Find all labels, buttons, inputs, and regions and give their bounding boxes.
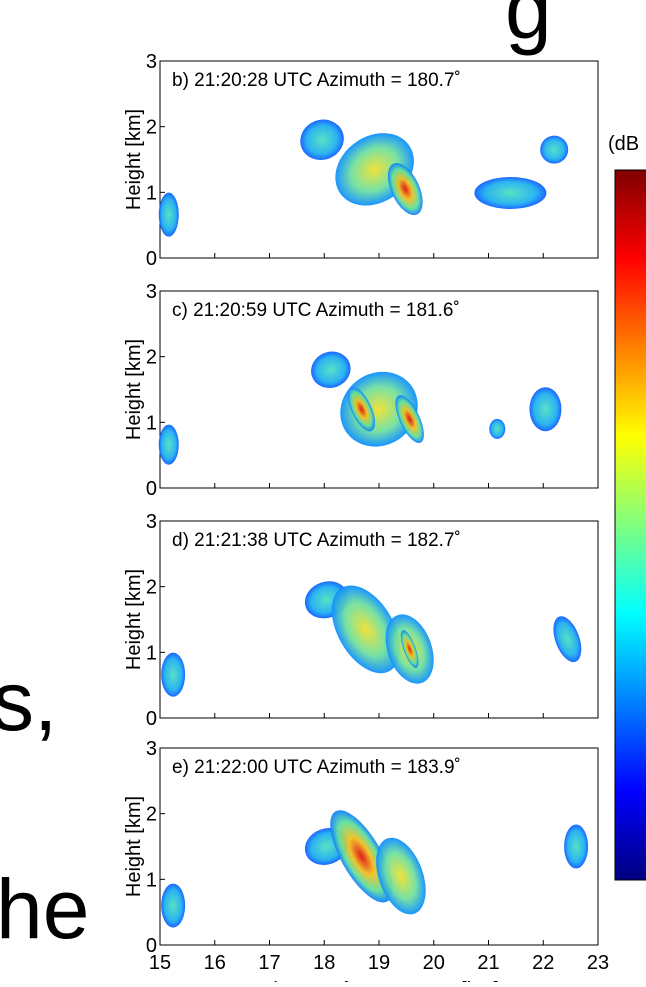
panel-title: d) 21:21:38 UTC Azimuth = 182.7˚ — [172, 530, 461, 551]
reflectivity-echo — [540, 135, 569, 164]
reflectivity-echo — [400, 630, 419, 668]
y-axis-label: Height [km] — [123, 109, 145, 210]
x-tick-label: 18 — [313, 952, 335, 974]
y-tick-label: 2 — [146, 117, 157, 139]
reflectivity-echo — [395, 395, 424, 443]
reflectivity-echo — [158, 192, 179, 237]
colorbar-label: (dB — [608, 133, 639, 155]
y-tick-label: 1 — [146, 869, 157, 891]
y-tick-label: 2 — [146, 347, 157, 369]
y-axis-label: Height [km] — [123, 339, 145, 440]
y-tick-label: 0 — [146, 478, 157, 500]
y-tick-label: 2 — [146, 577, 157, 599]
axes — [159, 747, 599, 946]
y-tick-label: 1 — [146, 642, 157, 664]
x-tick-label: 23 — [587, 952, 609, 974]
y-tick-label: 0 — [146, 248, 157, 270]
reflectivity-echo — [529, 387, 562, 432]
reflectivity-echo — [161, 652, 186, 697]
reflectivity-echo — [564, 824, 589, 869]
reflectivity-echo — [331, 585, 400, 674]
reflectivity-echo — [347, 387, 376, 432]
y-tick-label: 3 — [146, 51, 157, 73]
y-tick-label: 1 — [146, 412, 157, 434]
y-tick-label: 3 — [146, 738, 157, 760]
y-tick-label: 2 — [146, 804, 157, 826]
panel-title: e) 21:22:00 UTC Azimuth = 183.9˚ — [172, 757, 461, 778]
colorbar — [614, 169, 646, 881]
y-axis-label: Height [km] — [123, 796, 145, 897]
reflectivity-echo — [474, 176, 547, 209]
reflectivity-echo — [330, 810, 393, 903]
slide-text: he — [0, 862, 89, 956]
reflectivity-echo — [553, 616, 582, 663]
x-tick-label: 17 — [258, 952, 280, 974]
reflectivity-echo — [300, 119, 344, 161]
panel-title: c) 21:20:59 UTC Azimuth = 181.6˚ — [172, 300, 460, 321]
reflectivity-echo — [161, 883, 186, 928]
y-tick-label: 3 — [146, 281, 157, 303]
y-axis-label: Height [km] — [123, 569, 145, 670]
slide-text: s, — [0, 654, 57, 748]
reflectivity-echo — [158, 424, 179, 465]
slide-text: g — [505, 0, 552, 56]
x-tick-label: 22 — [532, 952, 554, 974]
x-tick-label: 20 — [423, 952, 445, 974]
x-tick-label: 19 — [368, 952, 390, 974]
reflectivity-echo — [387, 162, 423, 216]
reflectivity-echo — [489, 418, 506, 439]
y-tick-label: 0 — [146, 935, 157, 957]
reflectivity-echo — [376, 837, 426, 915]
reflectivity-echo — [311, 351, 351, 389]
y-tick-label: 1 — [146, 182, 157, 204]
y-tick-label: 3 — [146, 511, 157, 533]
y-tick-label: 0 — [146, 708, 157, 730]
x-tick-label: 16 — [204, 952, 226, 974]
x-tick-label: 15 — [149, 952, 171, 974]
panel-title: b) 21:20:28 UTC Azimuth = 180.7˚ — [172, 70, 461, 91]
x-tick-label: 21 — [477, 952, 499, 974]
